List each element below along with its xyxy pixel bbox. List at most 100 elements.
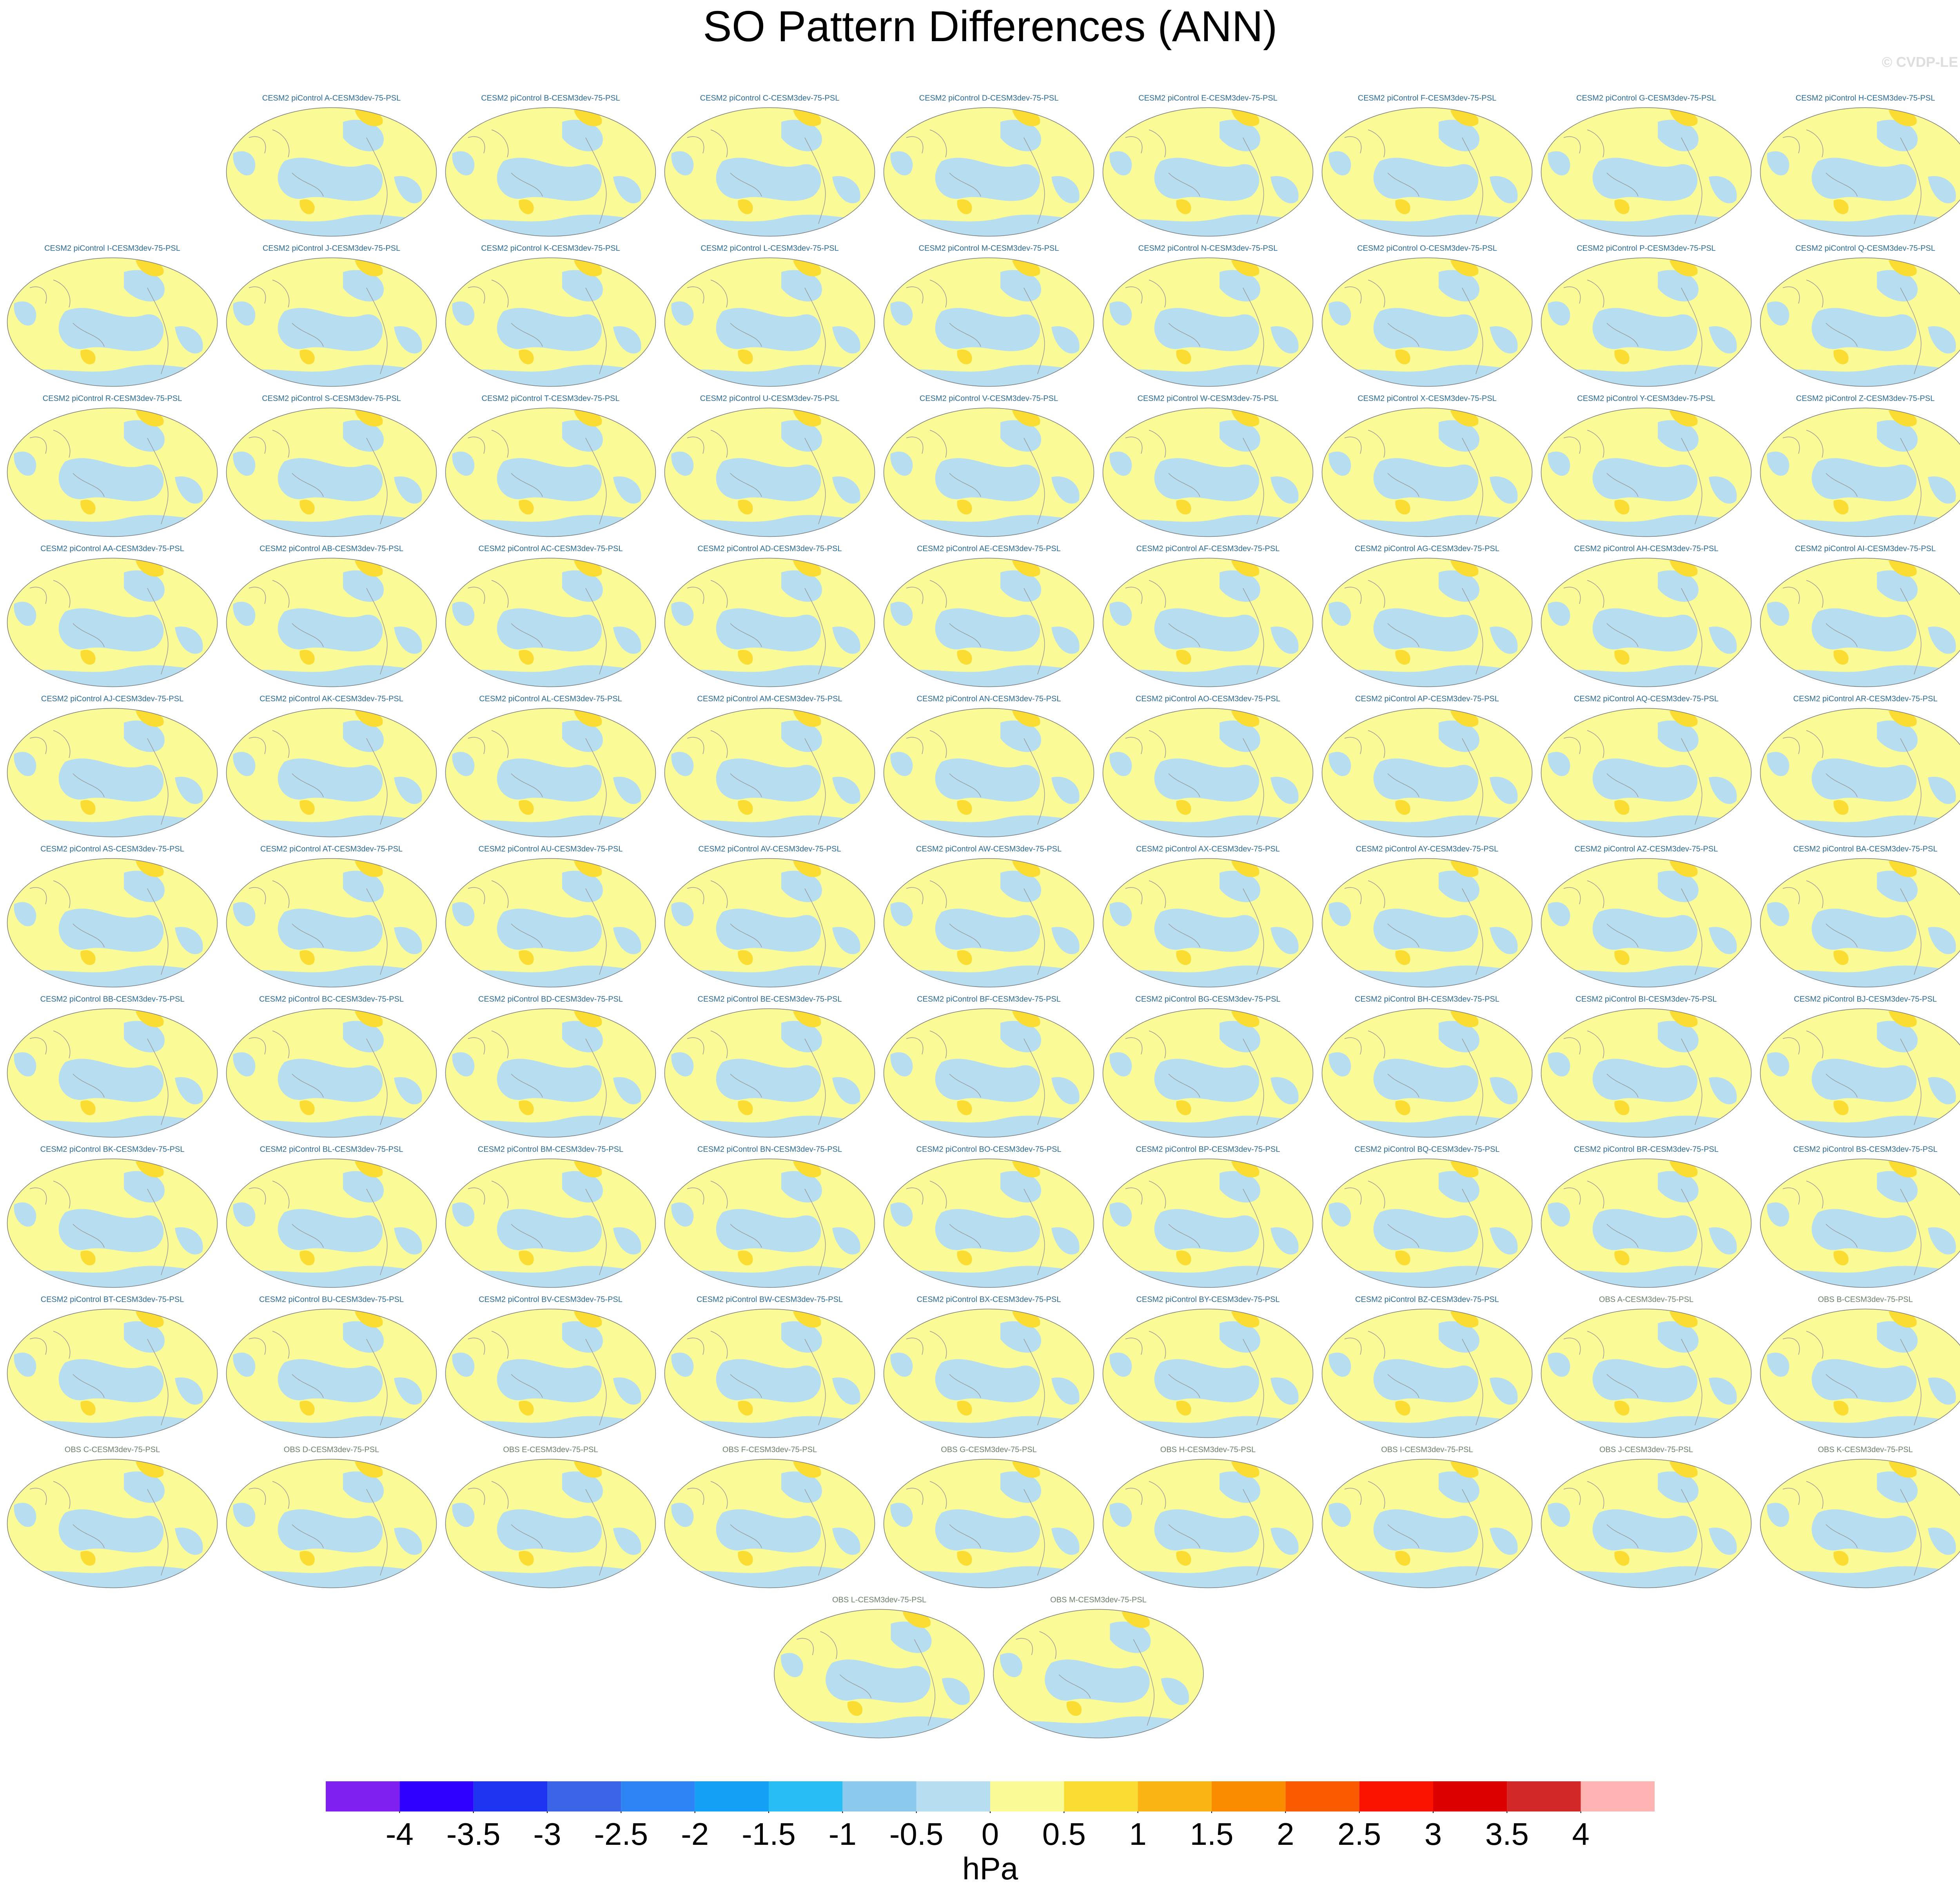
map-panel: CESM2 piControl AK-CESM3dev-75-PSL	[225, 694, 437, 838]
map	[883, 558, 1095, 689]
map-panel: CESM2 piControl BR-CESM3dev-75-PSL	[1540, 1145, 1752, 1289]
map-panel: CESM2 piControl T-CESM3dev-75-PSL	[445, 394, 657, 538]
map-panel: OBS B-CESM3dev-75-PSL	[1759, 1295, 1960, 1439]
map-panel: CESM2 piControl Y-CESM3dev-75-PSL	[1540, 394, 1752, 538]
panel-title: CESM2 piControl BJ-CESM3dev-75-PSL	[1794, 995, 1937, 1003]
panel-title: CESM2 piControl G-CESM3dev-75-PSL	[1576, 94, 1716, 102]
map-panel: CESM2 piControl O-CESM3dev-75-PSL	[1321, 244, 1533, 388]
map-panel: CESM2 piControl AG-CESM3dev-75-PSL	[1321, 544, 1533, 688]
map-panel: CESM2 piControl BI-CESM3dev-75-PSL	[1540, 995, 1752, 1139]
colorbar-tick-label: -2	[681, 1817, 709, 1851]
colorbar-tick-label: -3	[533, 1817, 561, 1851]
panel-title: CESM2 piControl AF-CESM3dev-75-PSL	[1136, 544, 1280, 553]
map-panel: CESM2 piControl AX-CESM3dev-75-PSL	[1102, 845, 1314, 988]
panel-title: CESM2 piControl W-CESM3dev-75-PSL	[1138, 394, 1279, 403]
colorbar-box	[1138, 1781, 1212, 1811]
panel-title: CESM2 piControl BA-CESM3dev-75-PSL	[1793, 845, 1938, 853]
panel-title: CESM2 piControl BI-CESM3dev-75-PSL	[1575, 995, 1717, 1003]
map	[1321, 558, 1533, 689]
panel-title: CESM2 piControl U-CESM3dev-75-PSL	[700, 394, 840, 403]
panel-title: OBS G-CESM3dev-75-PSL	[941, 1445, 1037, 1454]
colorbar-tick-label: 0	[982, 1817, 999, 1851]
map	[1321, 108, 1533, 238]
map	[445, 859, 657, 989]
panel-title: CESM2 piControl S-CESM3dev-75-PSL	[262, 394, 401, 403]
map-panel: OBS D-CESM3dev-75-PSL	[225, 1445, 437, 1589]
panel-title: CESM2 piControl H-CESM3dev-75-PSL	[1796, 94, 1935, 102]
map-panel: CESM2 piControl BX-CESM3dev-75-PSL	[883, 1295, 1095, 1439]
colorbar-box	[326, 1781, 400, 1811]
panel-title: CESM2 piControl AS-CESM3dev-75-PSL	[40, 845, 184, 853]
map-panel: CESM2 piControl X-CESM3dev-75-PSL	[1321, 394, 1533, 538]
panel-title: CESM2 piControl AZ-CESM3dev-75-PSL	[1575, 845, 1718, 853]
panel-title: CESM2 piControl BN-CESM3dev-75-PSL	[697, 1145, 842, 1154]
panel-title: CESM2 piControl AT-CESM3dev-75-PSL	[260, 845, 403, 853]
panel-title: CESM2 piControl BO-CESM3dev-75-PSL	[916, 1145, 1061, 1154]
map-panel: CESM2 piControl BO-CESM3dev-75-PSL	[883, 1145, 1095, 1289]
map-panel: CESM2 piControl AB-CESM3dev-75-PSL	[225, 544, 437, 688]
colorbar-box	[695, 1781, 769, 1811]
map-panel: CESM2 piControl Q-CESM3dev-75-PSL	[1759, 244, 1960, 388]
map-panel: CESM2 piControl AI-CESM3dev-75-PSL	[1759, 544, 1960, 688]
map	[664, 1009, 876, 1139]
map-panel: CESM2 piControl AD-CESM3dev-75-PSL	[664, 544, 876, 688]
map-panel: CESM2 piControl BE-CESM3dev-75-PSL	[664, 995, 876, 1139]
colorbar-tick-label: 0.5	[1042, 1817, 1086, 1851]
panel-title: CESM2 piControl BX-CESM3dev-75-PSL	[917, 1295, 1061, 1304]
colorbar-box	[1507, 1781, 1581, 1811]
map-panel: CESM2 piControl BZ-CESM3dev-75-PSL	[1321, 1295, 1533, 1439]
map	[993, 1610, 1205, 1740]
map	[1759, 408, 1960, 538]
map-panel: CESM2 piControl AE-CESM3dev-75-PSL	[883, 544, 1095, 688]
map	[6, 1459, 218, 1590]
colorbar-box	[547, 1781, 621, 1811]
map	[6, 859, 218, 989]
panel-title: CESM2 piControl BW-CESM3dev-75-PSL	[697, 1295, 843, 1304]
colorbar-box	[1212, 1781, 1286, 1811]
map	[225, 558, 437, 689]
map	[445, 1459, 657, 1590]
map	[225, 408, 437, 538]
map	[1102, 1159, 1314, 1289]
panel-title: CESM2 piControl K-CESM3dev-75-PSL	[481, 244, 620, 253]
panel-title: CESM2 piControl AC-CESM3dev-75-PSL	[479, 544, 623, 553]
colorbar-box	[769, 1781, 843, 1811]
map-panel: CESM2 piControl AL-CESM3dev-75-PSL	[445, 694, 657, 838]
map-panel: CESM2 piControl N-CESM3dev-75-PSL	[1102, 244, 1314, 388]
map	[883, 1009, 1095, 1139]
panel-title: OBS F-CESM3dev-75-PSL	[722, 1445, 817, 1454]
map-panel: CESM2 piControl P-CESM3dev-75-PSL	[1540, 244, 1752, 388]
panel-title: CESM2 piControl AU-CESM3dev-75-PSL	[479, 845, 623, 853]
panel-title: CESM2 piControl V-CESM3dev-75-PSL	[920, 394, 1058, 403]
panel-title: CESM2 piControl C-CESM3dev-75-PSL	[700, 94, 840, 102]
map	[1540, 558, 1752, 689]
map	[6, 558, 218, 689]
map	[883, 709, 1095, 839]
map-panel: CESM2 piControl BL-CESM3dev-75-PSL	[225, 1145, 437, 1289]
map-panel: OBS F-CESM3dev-75-PSL	[664, 1445, 876, 1589]
map	[1759, 558, 1960, 689]
colorbar-box	[1433, 1781, 1507, 1811]
panel-title: CESM2 piControl A-CESM3dev-75-PSL	[262, 94, 401, 102]
map	[1102, 558, 1314, 689]
map	[1540, 1459, 1752, 1590]
panel-title: CESM2 piControl BT-CESM3dev-75-PSL	[41, 1295, 184, 1304]
map	[883, 1459, 1095, 1590]
map	[6, 258, 218, 388]
panel-title: CESM2 piControl AI-CESM3dev-75-PSL	[1795, 544, 1936, 553]
panel-title: CESM2 piControl AX-CESM3dev-75-PSL	[1136, 845, 1280, 853]
map	[445, 1009, 657, 1139]
map-panel: CESM2 piControl AN-CESM3dev-75-PSL	[883, 694, 1095, 838]
map	[1540, 1009, 1752, 1139]
panel-title: CESM2 piControl AN-CESM3dev-75-PSL	[917, 694, 1061, 703]
map	[1759, 258, 1960, 388]
panel-title: CESM2 piControl O-CESM3dev-75-PSL	[1357, 244, 1497, 253]
panel-title: CESM2 piControl B-CESM3dev-75-PSL	[481, 94, 620, 102]
map	[664, 258, 876, 388]
panel-title: CESM2 piControl AP-CESM3dev-75-PSL	[1355, 694, 1499, 703]
panel-title: CESM2 piControl BG-CESM3dev-75-PSL	[1135, 995, 1280, 1003]
map	[445, 408, 657, 538]
map-panel: CESM2 piControl BY-CESM3dev-75-PSL	[1102, 1295, 1314, 1439]
map	[1102, 108, 1314, 238]
